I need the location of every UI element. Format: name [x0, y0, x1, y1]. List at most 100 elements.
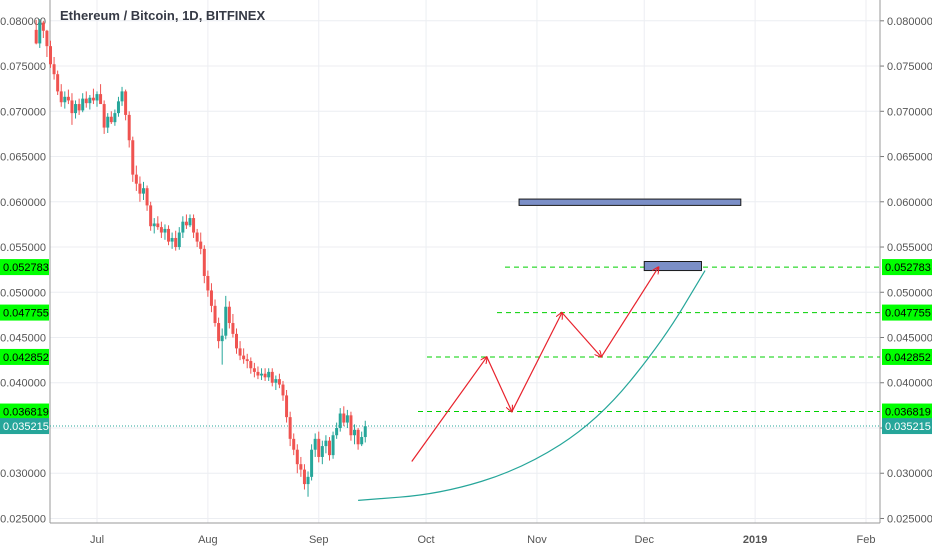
x-tick-label: Jul: [90, 534, 104, 546]
candle-body: [195, 232, 199, 242]
candle-body: [159, 227, 163, 233]
y-tick-label-left: 0.060000: [0, 197, 46, 209]
price-label-bg-right: [882, 348, 932, 365]
y-tick-label-left: 0.065000: [0, 152, 46, 164]
candle-body: [342, 413, 346, 423]
price-label-bg-right: [882, 403, 932, 420]
candle-body: [170, 237, 174, 242]
y-tick-label-right: 0.045000: [887, 333, 932, 345]
candle-body: [313, 438, 317, 450]
candle-body: [281, 384, 285, 396]
drawing-layer: [358, 198, 742, 501]
price-label-left: 0.036819: [3, 407, 49, 419]
y-tick-label-right: 0.080000: [887, 16, 932, 28]
price-label-right: 0.036819: [885, 407, 931, 419]
candle-body: [45, 30, 49, 47]
price-label-bg-left: [0, 418, 49, 435]
candle-body: [163, 228, 167, 233]
y-tick-label-left: 0.050000: [0, 287, 46, 299]
candle-body: [356, 429, 360, 445]
price-label-bg-right: [882, 259, 932, 276]
grid-layer: [50, 0, 880, 523]
candle-layer: [34, 19, 367, 497]
candle-body: [206, 275, 210, 291]
target-box: [643, 261, 702, 272]
candle-body: [177, 232, 181, 248]
candle-body: [249, 361, 253, 369]
candle-body: [156, 223, 160, 228]
candle-body: [320, 446, 324, 457]
candle-body: [227, 306, 231, 324]
candle-body: [302, 469, 306, 485]
candle-body: [145, 188, 149, 206]
price-label-left: 0.047755: [3, 308, 49, 320]
y-tick-label-right: 0.050000: [887, 287, 932, 299]
candle-body: [231, 323, 235, 334]
candle-body: [288, 417, 292, 439]
projection-segment: [486, 356, 512, 412]
candle-body: [360, 437, 364, 445]
candle-body: [49, 46, 53, 65]
price-label-left: 0.042852: [3, 352, 49, 364]
y-tick-label-left: 0.045000: [0, 333, 46, 345]
candle-body: [242, 355, 246, 360]
candle-body: [56, 74, 60, 92]
candle-body: [109, 116, 113, 123]
candle-body: [213, 305, 217, 324]
candle-body: [217, 323, 221, 342]
candle-body: [66, 96, 70, 101]
candle-body: [310, 449, 314, 477]
candle-body: [84, 98, 88, 104]
candle-body: [184, 221, 188, 226]
candle-body: [324, 440, 328, 447]
candle-body: [113, 113, 117, 123]
x-tick-label: Nov: [527, 534, 547, 546]
candle-body: [131, 140, 135, 175]
candle-body: [306, 476, 310, 485]
projection-segment: [561, 312, 601, 357]
plot-area: [50, 0, 880, 523]
candle-body: [285, 395, 289, 418]
candle-body: [327, 440, 331, 456]
candle-body: [192, 218, 196, 233]
projection-curve: [358, 270, 706, 501]
x-tick-label: Feb: [857, 534, 876, 546]
candle-body: [274, 379, 278, 383]
price-label-left: 0.035215: [3, 421, 49, 433]
candle-body: [252, 368, 256, 372]
candle-body: [224, 306, 228, 336]
candle-body: [335, 427, 339, 436]
candle-body: [331, 435, 335, 456]
candle-body: [88, 97, 92, 104]
candle-body: [95, 94, 99, 101]
candle-body: [292, 438, 296, 450]
candle-body: [238, 348, 242, 356]
price-label-right: 0.047755: [885, 308, 931, 320]
candle-body: [338, 413, 342, 428]
candle-body: [81, 98, 85, 111]
candle-body: [270, 371, 274, 383]
candle-body: [34, 29, 38, 44]
candle-body: [127, 114, 131, 141]
candle-body: [174, 237, 178, 248]
y-tick-label-left: 0.070000: [0, 106, 46, 118]
candle-body: [263, 373, 267, 378]
candle-body: [138, 183, 142, 194]
candle-body: [52, 64, 56, 75]
candle-body: [299, 464, 303, 470]
projection-segment: [600, 267, 658, 358]
candle-body: [74, 104, 78, 114]
candle-body: [181, 221, 185, 233]
candle-body: [260, 373, 264, 376]
candle-body: [91, 97, 95, 101]
price-label-bg-left: [0, 259, 49, 276]
y-tick-label-right: 0.060000: [887, 197, 932, 209]
y-tick-label-right: 0.030000: [887, 468, 932, 480]
price-label-right: 0.042852: [885, 352, 931, 364]
candle-body: [102, 104, 106, 128]
y-tick-label-left: 0.030000: [0, 468, 46, 480]
y-tick-label-left: 0.040000: [0, 378, 46, 390]
